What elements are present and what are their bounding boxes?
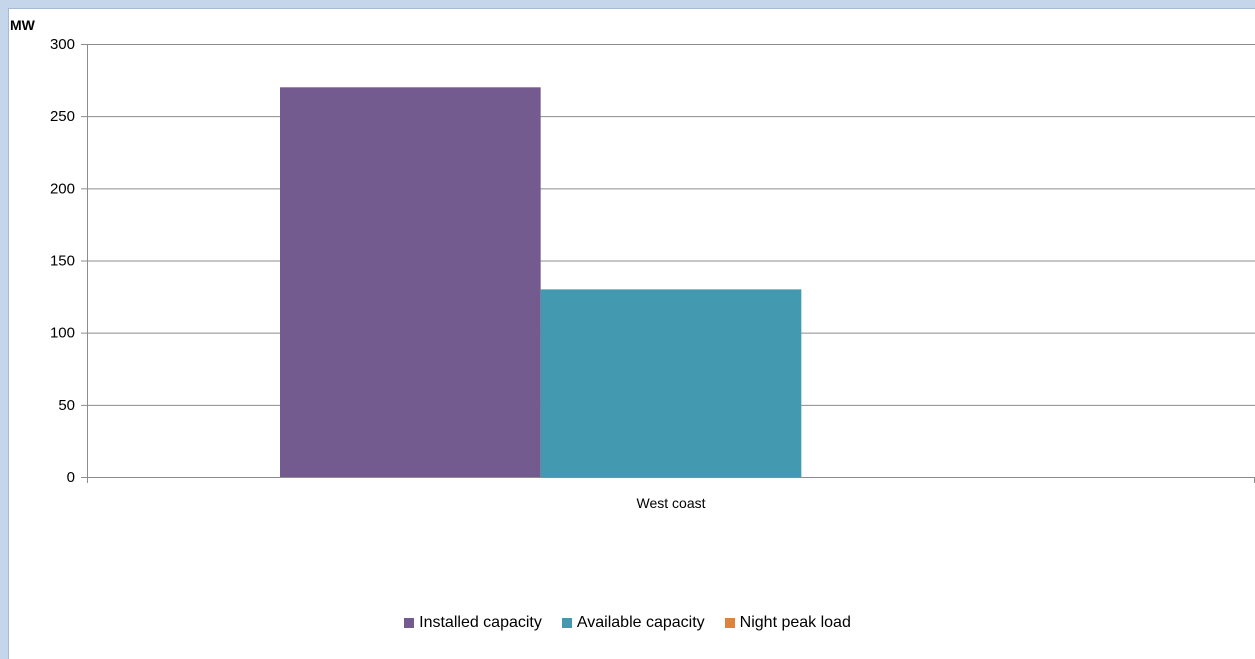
y-tick-label: 250 — [50, 108, 75, 125]
legend-label: Installed capacity — [419, 614, 542, 631]
y-tick-label: 50 — [58, 397, 75, 414]
legend-swatch — [404, 618, 415, 628]
bar — [540, 289, 802, 477]
legend-item: Night peak load — [724, 614, 851, 632]
legend-swatch — [724, 618, 735, 628]
y-tick-label: 100 — [50, 325, 75, 342]
bar — [280, 87, 541, 478]
legend-swatch — [561, 618, 572, 628]
y-tick-label: 200 — [50, 180, 75, 197]
legend-item: Installed capacity — [404, 614, 542, 632]
legend-label: Night peak load — [739, 614, 851, 631]
x-category-label: West coast — [637, 495, 706, 511]
y-tick-label: 150 — [50, 253, 75, 270]
y-tick-label: 300 — [50, 36, 75, 53]
bars — [280, 87, 802, 478]
legend-item: Available capacity — [561, 614, 705, 632]
legend: Installed capacity Available capacity Nigh… — [0, 614, 1255, 632]
y-axis-unit-label: MW — [10, 17, 36, 33]
y-tick-label: 0 — [67, 469, 75, 486]
legend-label: Available capacity — [576, 614, 705, 631]
x-axis-labels: West coast — [637, 495, 706, 511]
y-axis-ticks: 0 50 100 150 200 250 300 — [50, 36, 75, 486]
